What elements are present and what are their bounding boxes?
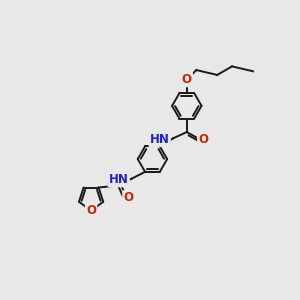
Text: O: O (123, 191, 134, 204)
Text: HN: HN (150, 133, 169, 146)
Text: O: O (86, 204, 96, 217)
Text: O: O (198, 133, 208, 146)
Text: O: O (182, 73, 192, 86)
Text: HN: HN (109, 173, 129, 186)
